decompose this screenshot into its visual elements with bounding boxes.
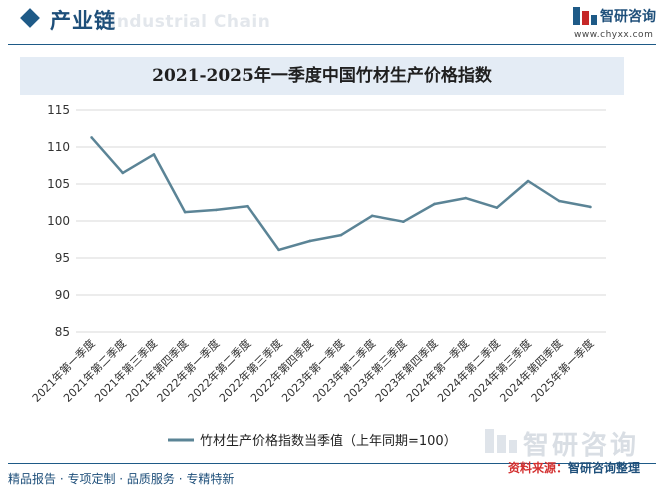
data-point [464, 196, 468, 200]
data-point [246, 204, 249, 208]
y-tick-label: 85 [55, 325, 70, 339]
chart-title-bar: 2021-2025年一季度中国竹材生产价格指数 [20, 57, 624, 95]
y-tick-label: 100 [47, 214, 70, 228]
data-point [277, 248, 280, 252]
source-value: 智研咨询整理 [568, 461, 641, 475]
data-point [339, 233, 343, 237]
y-tick-label: 115 [47, 103, 70, 117]
data-point [308, 239, 312, 243]
legend-label: 竹材生产价格指数当季值（上年同期=100） [200, 433, 457, 449]
data-point [121, 171, 125, 175]
data-point [214, 208, 218, 212]
section-watermark: Industrial Chain [110, 12, 271, 32]
y-tick-label: 105 [47, 177, 70, 191]
section-title: 产业链 [50, 9, 116, 33]
data-point [370, 214, 374, 218]
footer-services: 精品报告 · 专项定制 · 品质服务 · 专精特新 [8, 472, 235, 486]
source-label: 资料来源： [508, 461, 569, 475]
header-divider [8, 44, 656, 45]
series-line [90, 136, 591, 252]
brand-url: www.chyxx.com [574, 30, 654, 40]
data-point [152, 153, 156, 156]
footer-source: 资料来源：智研咨询整理 [508, 459, 640, 476]
y-tick-label: 110 [47, 140, 70, 154]
data-point [557, 199, 561, 203]
data-point [589, 205, 592, 209]
data-point [495, 206, 499, 209]
footer-divider [8, 463, 656, 464]
watermark-logo-icon [485, 429, 517, 453]
watermark-brand: 智研咨询 [523, 431, 640, 461]
chart-title: 2021-2025年一季度中国竹材生产价格指数 [152, 66, 492, 86]
data-point [433, 202, 436, 206]
header-bar: Industrial Chain 产业链 智研咨询 www.chyxx.com [0, 0, 664, 44]
brand-logo-icon [573, 7, 597, 25]
data-point [90, 136, 93, 139]
y-tick-label: 90 [55, 288, 70, 302]
data-point [526, 179, 530, 183]
y-tick-label: 95 [55, 251, 70, 265]
data-point [183, 210, 187, 214]
data-point [402, 220, 405, 224]
brand-name: 智研咨询 [600, 9, 656, 25]
